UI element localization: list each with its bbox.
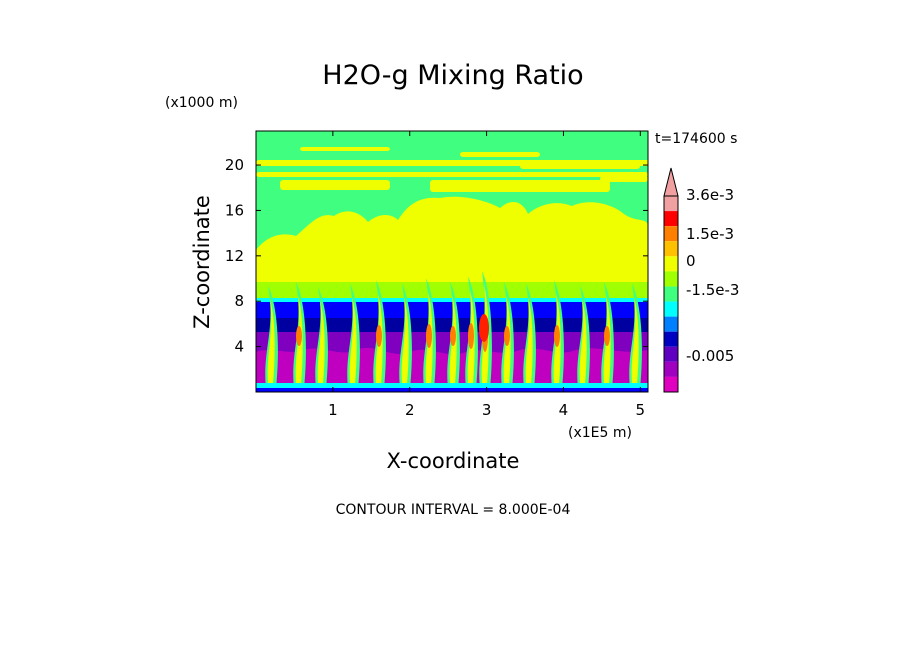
field-yellow-streak	[256, 172, 648, 177]
field-plume-core	[401, 297, 409, 384]
colorbar-swatch	[664, 226, 678, 242]
field-plume-core	[525, 297, 533, 384]
colorbar-label: 0	[686, 252, 696, 270]
x-tick-label: 2	[405, 401, 415, 419]
x-tick-label: 3	[482, 401, 492, 419]
field-plume-core	[349, 297, 357, 384]
colorbar-swatch	[664, 301, 678, 317]
field-surface-base	[256, 388, 648, 392]
field-yellow-streak	[280, 180, 390, 190]
plot-area	[256, 131, 648, 392]
colorbar-label: 1.5e-3	[686, 225, 734, 243]
colorbar-frame	[663, 195, 679, 393]
x-tick-label: 1	[328, 401, 338, 419]
colorbar-swatch	[664, 271, 678, 287]
y-unit-label: (x1000 m)	[165, 95, 238, 111]
colorbar-swatch	[664, 286, 678, 302]
field-plume-core	[631, 297, 639, 384]
y-axis-title: Z-coordinate	[190, 195, 214, 329]
colorbar-swatch	[664, 196, 678, 212]
colorbar-swatch	[664, 211, 678, 227]
field-plume-hotspot	[604, 326, 610, 346]
colorbar-extension	[663, 167, 679, 197]
colorbar-label: -0.005	[686, 347, 734, 365]
field-yellow-streak	[430, 180, 610, 192]
x-tick-label: 5	[636, 401, 646, 419]
field-yellow-streak	[520, 164, 640, 169]
x-unit-label: (x1E5 m)	[568, 425, 632, 441]
y-tick-label: 20	[225, 156, 244, 174]
contour-interval-label: CONTOUR INTERVAL = 8.000E-04	[336, 502, 571, 518]
colorbar-swatch	[664, 346, 678, 362]
x-tick-label: 4	[559, 401, 569, 419]
colorbar-swatch	[664, 376, 678, 392]
y-axis: 4 8 12 16 20	[225, 156, 648, 356]
chart-title: H2O-g Mixing Ratio	[322, 60, 583, 91]
x-axis: 1 2 3 4 5	[328, 131, 645, 419]
colorbar-swatch	[664, 316, 678, 332]
plot-frame	[255, 130, 649, 393]
field-plume-hotspot	[554, 325, 560, 347]
colorbar-label: -1.5e-3	[686, 281, 739, 299]
field-plume-hotspot	[426, 324, 432, 348]
colorbar-swatch	[664, 241, 678, 257]
field-plume-hotspot	[450, 326, 456, 346]
field-surface-strip	[256, 383, 648, 388]
colorbar-swatch	[664, 256, 678, 272]
field-yellow-streak	[600, 176, 648, 182]
field-plume-hotspot	[504, 326, 510, 346]
field-plume-core	[579, 299, 587, 384]
field-yellow-cloud	[256, 196, 648, 300]
field-plume-core	[317, 301, 325, 384]
colorbar-label: 3.6e-3	[686, 186, 734, 204]
field-yellow-streak	[300, 147, 390, 151]
y-tick-label: 16	[225, 201, 244, 219]
colorbar	[663, 167, 679, 393]
y-tick-label: 12	[225, 247, 244, 265]
y-tick-label: 8	[234, 292, 244, 310]
field-plume-hotspot	[296, 326, 302, 346]
y-tick-label: 4	[234, 338, 244, 356]
field-plume-hotspot	[376, 325, 382, 347]
field-plume-core	[267, 299, 275, 384]
field-plume-maximum	[479, 314, 489, 342]
colorbar-swatch	[664, 331, 678, 347]
x-axis-title: X-coordinate	[387, 449, 520, 473]
colorbar-labels: 3.6e-3 1.5e-3 0 -1.5e-3 -0.005	[686, 186, 739, 365]
field-plume-hotspot	[468, 323, 474, 349]
colorbar-swatch	[664, 361, 678, 377]
time-label: t=174600 s	[655, 131, 737, 147]
field-yellow-streak	[460, 152, 540, 157]
